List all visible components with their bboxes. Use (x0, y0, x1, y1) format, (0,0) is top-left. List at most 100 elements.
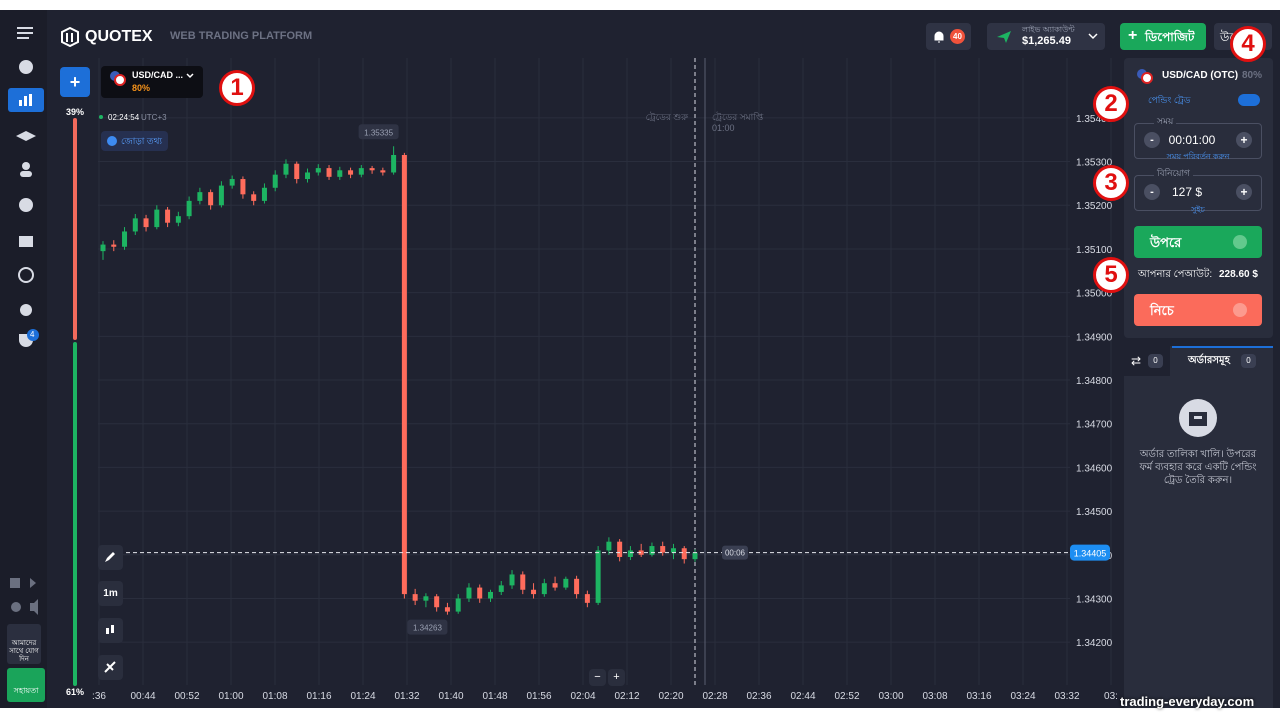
candle-body (649, 546, 655, 555)
time-change[interactable]: সময় পরিবর্তন করুন (1166, 152, 1230, 161)
invest-plus: + (1240, 185, 1248, 199)
y-tick-label: 1.34300 (1076, 594, 1113, 605)
y-tick-label: 1.35300 (1076, 158, 1113, 169)
candle-body (455, 598, 461, 612)
candle-body (294, 163, 300, 180)
invest-plus-button[interactable] (1236, 184, 1252, 200)
time-label: সময় (1154, 117, 1177, 126)
join-text[interactable]: আমাদের সাথে যোগ দিন (9, 640, 39, 663)
candle-body (681, 548, 687, 560)
time-field[interactable] (1134, 123, 1262, 159)
candle-body (240, 179, 246, 195)
down-icon (1233, 303, 1247, 317)
y-tick-label: 1.34700 (1076, 420, 1113, 431)
time-plus-button[interactable] (1236, 132, 1252, 148)
x-tick-label: 02:36 (746, 691, 771, 702)
candle-body (660, 546, 666, 553)
add-chart-button[interactable] (60, 67, 90, 97)
x-tick-label: 02:04 (570, 691, 595, 702)
price-box (1070, 544, 1110, 561)
candle-body (487, 591, 493, 599)
timeframe-button[interactable] (98, 581, 123, 606)
orders-tab[interactable]: অর্ডারসমূহ (1188, 355, 1230, 366)
watermark: trading-everyday.com (1120, 694, 1255, 709)
candle-body (531, 589, 537, 595)
candle-body (444, 607, 450, 612)
candle-body (391, 154, 397, 173)
annotation: 5 (1093, 257, 1129, 293)
timezone: UTC+3 (141, 113, 167, 122)
pencil-icon (105, 552, 115, 562)
pending-toggle[interactable] (1238, 94, 1260, 106)
invest-minus-button[interactable] (1144, 184, 1160, 200)
timer: 00:06 (725, 549, 746, 558)
help-button[interactable]: সহায়তা (13, 686, 39, 695)
time-minus: - (1150, 134, 1154, 146)
candle-body (606, 541, 612, 551)
x-tick-label: 00:52 (174, 691, 199, 702)
account-type: লাইভ অ্যাকাউন্ট (1022, 25, 1075, 34)
zoom-out-button[interactable] (589, 669, 606, 686)
high-label-box (358, 124, 399, 140)
chevron (186, 73, 194, 79)
y-tick-label: 1.34600 (1076, 463, 1113, 474)
x-tick-label: 01:08 (262, 691, 287, 702)
candle-body (692, 552, 698, 560)
swap-icon: ⇄ (1131, 354, 1142, 368)
y-tick-label: 1.35400 (1076, 114, 1113, 125)
x-tick-label: 03:16 (966, 691, 991, 702)
flags (110, 71, 126, 86)
time-minus-button[interactable] (1144, 132, 1160, 148)
candle-body (132, 218, 138, 232)
deposit-label: ডিপোজিট (1145, 30, 1195, 44)
candle-body (498, 585, 504, 592)
x-tick-label: 02:28 (702, 691, 727, 702)
up-icon (1233, 235, 1247, 249)
live-dot (99, 115, 103, 119)
add-chart: + (69, 72, 81, 92)
up-label: উপরে (1150, 235, 1182, 250)
x-tick-label: 01:56 (526, 691, 551, 702)
y-tick-label: 1.34800 (1076, 376, 1113, 387)
pair-info-button[interactable] (101, 131, 168, 151)
candle-body (154, 209, 160, 228)
candle-body (638, 550, 644, 555)
info-icon (107, 136, 117, 146)
empty-message: অর্ডার তালিকা খালি। উপরের ফর্ম ব্যবহার ক… (1139, 449, 1257, 486)
x-tick-label: 03: (1104, 691, 1118, 702)
switch[interactable]: সুইচ (1191, 205, 1205, 214)
zoom-in-button[interactable] (608, 669, 625, 686)
x-tick-label: 01:16 (306, 691, 331, 702)
zoom-in: + (613, 671, 620, 683)
candle-body (100, 244, 106, 252)
logo[interactable]: QUOTEX (85, 28, 153, 45)
candle-body (509, 574, 515, 586)
candle-body (315, 168, 321, 173)
candle-body (627, 550, 633, 557)
flags (1137, 69, 1153, 84)
invest-field[interactable] (1134, 175, 1262, 211)
plus-icon: + (1128, 27, 1138, 44)
y-tick-label: 1.35100 (1076, 245, 1113, 256)
chart-type-button[interactable] (98, 618, 123, 643)
send-icon (997, 31, 1011, 43)
pending-trade[interactable]: পেন্ডিং ট্রেড (1148, 95, 1191, 105)
invest-value: 127 $ (1171, 185, 1203, 199)
x-tick-label: 00:44 (130, 691, 155, 702)
logo-icon (61, 27, 79, 47)
candle-body (175, 216, 181, 223)
sentiment-bar-red (73, 118, 77, 340)
trades-count: 0 (1153, 356, 1158, 365)
candle-body (552, 583, 558, 588)
y-tick-label: 1.35000 (1076, 289, 1113, 300)
deposit-button[interactable] (1120, 23, 1206, 50)
badge (1148, 354, 1163, 368)
high-label: 1.35335 (364, 128, 393, 137)
tournament-badge: 4 (30, 330, 35, 339)
notification-count: 40 (953, 32, 962, 41)
candle-body (197, 192, 203, 201)
trade-end: ট্রেডের সমাপ্তি (712, 112, 764, 122)
zoom-out: − (594, 671, 601, 683)
